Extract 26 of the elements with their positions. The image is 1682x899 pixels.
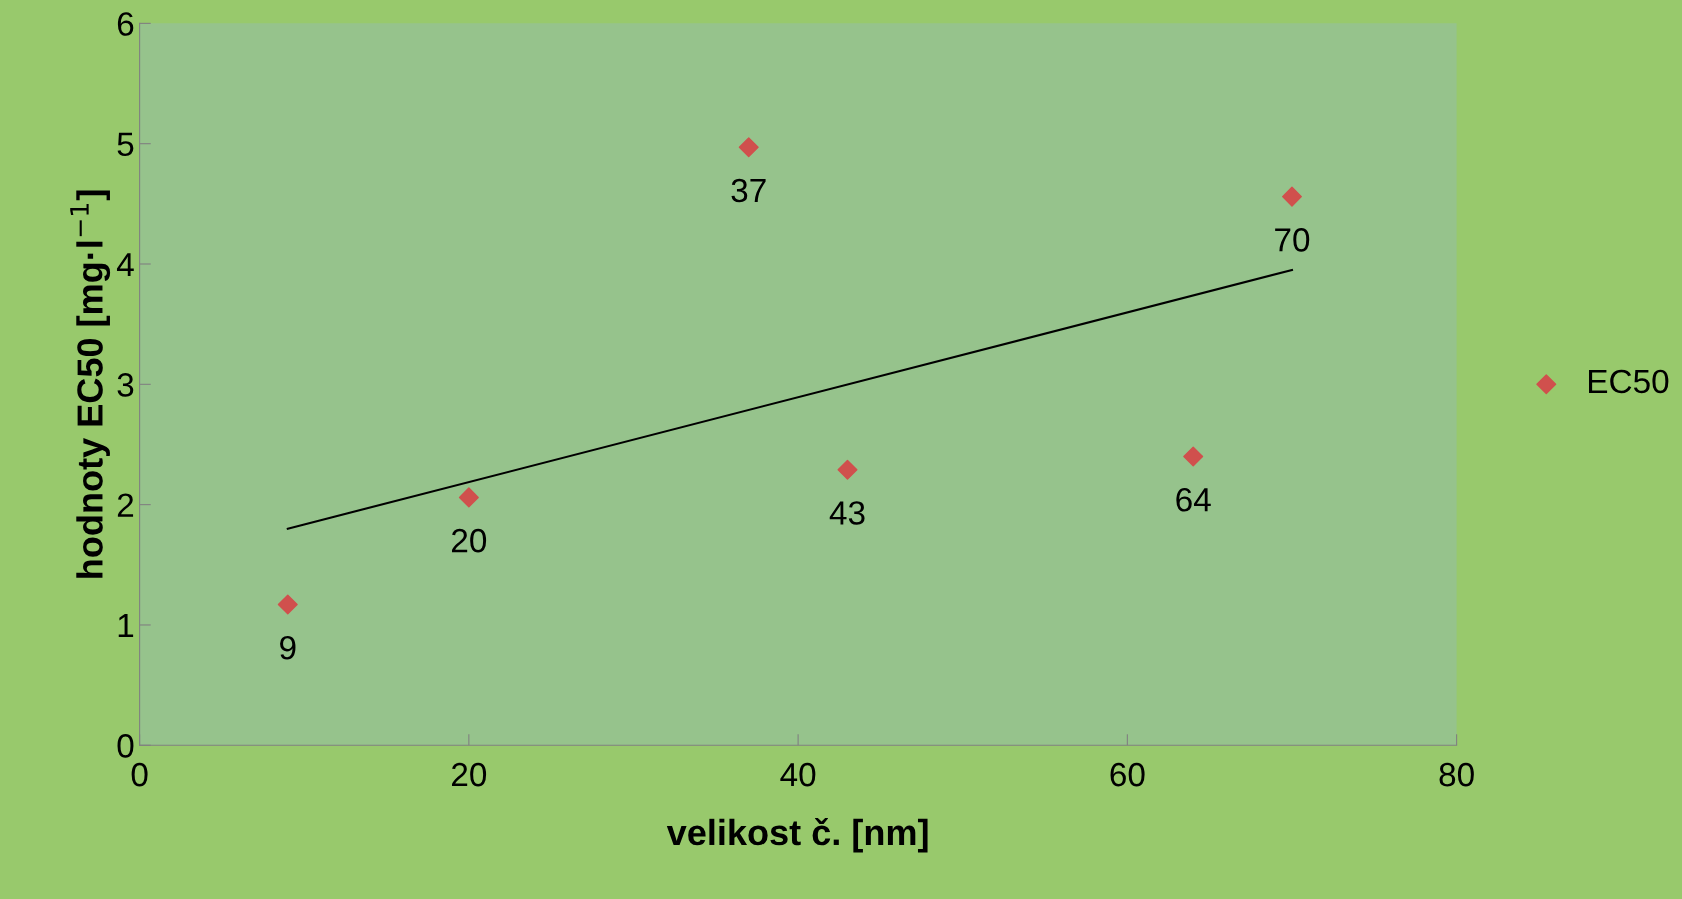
point bbox=[1281, 186, 1302, 207]
x-tick-label: 60 bbox=[1110, 762, 1145, 787]
x-tick-label: 80 bbox=[1439, 762, 1474, 787]
annotation: 64 bbox=[1176, 487, 1211, 512]
x-tick-label: 40 bbox=[780, 762, 816, 787]
x-axis-title: velikost č. [nm] bbox=[666, 818, 928, 853]
y-tick-label: 6 bbox=[117, 12, 134, 36]
annotation: 43 bbox=[829, 501, 865, 525]
x-tick-label: 20 bbox=[452, 762, 487, 787]
point bbox=[458, 487, 479, 508]
y-tick-label: 2 bbox=[117, 493, 134, 517]
legend-label: EC50 bbox=[1589, 369, 1669, 394]
point bbox=[738, 137, 759, 158]
point bbox=[277, 594, 298, 615]
y-axis-title: hodnoty EC50 [mg·l$^{−1}$] bbox=[70, 190, 111, 578]
y-tick-label: 5 bbox=[117, 132, 134, 157]
y-tick-label: 1 bbox=[118, 614, 134, 638]
point bbox=[837, 459, 858, 480]
point bbox=[1183, 446, 1204, 467]
annotation: 37 bbox=[731, 178, 766, 203]
y-tick-label: 0 bbox=[117, 734, 134, 758]
y-tick-label: 4 bbox=[116, 253, 134, 277]
y-tick-label: 3 bbox=[117, 373, 134, 397]
annotation: 20 bbox=[452, 528, 487, 553]
annotation: 70 bbox=[1275, 228, 1310, 252]
annotation: 9 bbox=[280, 635, 296, 660]
